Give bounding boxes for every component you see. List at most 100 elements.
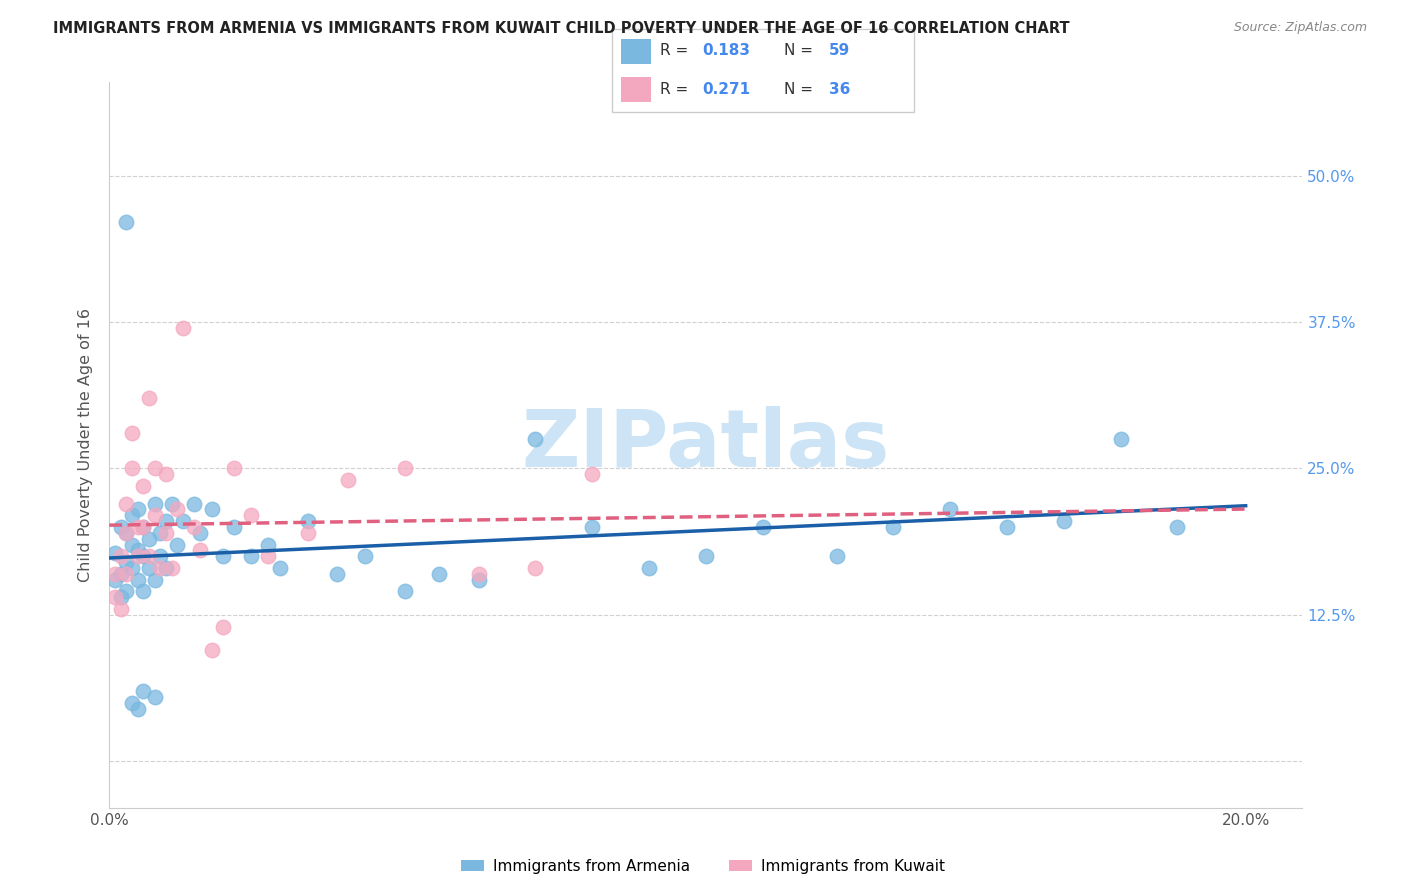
Point [394,461,416,475]
Text: R =: R = [659,44,693,58]
Point [297,525,319,540]
Point [132,684,155,698]
Point [200,502,222,516]
Point [166,502,188,516]
Point [104,591,127,605]
Point [467,573,489,587]
Point [127,701,149,715]
Point [138,391,160,405]
Point [149,525,172,540]
Point [127,549,149,564]
Point [127,502,149,516]
Point [121,537,143,551]
Point [138,549,160,564]
Point [427,566,450,581]
Point [224,520,246,534]
Point [104,546,127,560]
Point [115,555,138,569]
Point [188,525,211,540]
Point [132,584,155,599]
Point [143,573,166,587]
Point [127,573,149,587]
Point [257,537,280,551]
Point [183,497,205,511]
Point [132,520,155,534]
Point [995,520,1018,534]
Point [269,561,291,575]
FancyBboxPatch shape [620,77,651,102]
Point [695,549,717,564]
Point [200,643,222,657]
Point [394,584,416,599]
Point [115,215,138,229]
Point [149,549,172,564]
Point [524,432,547,446]
Point [115,584,138,599]
Point [143,508,166,523]
Point [110,566,132,581]
Point [172,321,194,335]
Point [939,502,962,516]
Point [325,566,347,581]
Text: IMMIGRANTS FROM ARMENIA VS IMMIGRANTS FROM KUWAIT CHILD POVERTY UNDER THE AGE OF: IMMIGRANTS FROM ARMENIA VS IMMIGRANTS FR… [53,21,1070,36]
Point [172,514,194,528]
Point [336,473,359,487]
Text: ZIPatlas: ZIPatlas [522,406,890,484]
Text: N =: N = [785,82,818,97]
Text: N =: N = [785,44,818,58]
Point [104,566,127,581]
Point [882,520,904,534]
Point [110,602,132,616]
Point [467,566,489,581]
Point [1053,514,1076,528]
Point [138,532,160,546]
Text: 36: 36 [830,82,851,97]
Point [132,549,155,564]
FancyBboxPatch shape [612,29,914,112]
Point [121,561,143,575]
Point [155,514,177,528]
Point [115,525,138,540]
Y-axis label: Child Poverty Under the Age of 16: Child Poverty Under the Age of 16 [79,308,93,582]
Point [155,525,177,540]
Point [121,426,143,441]
Point [127,520,149,534]
Point [121,461,143,475]
Point [212,619,235,633]
Point [183,520,205,534]
Text: 0.271: 0.271 [703,82,751,97]
Point [121,696,143,710]
Point [240,549,263,564]
Point [524,561,547,575]
Point [751,520,773,534]
Point [132,479,155,493]
Point [104,573,127,587]
Point [149,561,172,575]
Point [825,549,848,564]
Text: 59: 59 [830,44,851,58]
Legend: Immigrants from Armenia, Immigrants from Kuwait: Immigrants from Armenia, Immigrants from… [456,853,950,880]
Point [110,520,132,534]
Point [143,497,166,511]
Point [1109,432,1132,446]
Point [1166,520,1188,534]
Text: 0.183: 0.183 [703,44,751,58]
Text: R =: R = [659,82,693,97]
Point [160,561,183,575]
Point [581,467,603,482]
Text: Source: ZipAtlas.com: Source: ZipAtlas.com [1233,21,1367,34]
Point [127,543,149,558]
Point [638,561,661,575]
Point [240,508,263,523]
Point [110,549,132,564]
Point [132,520,155,534]
Point [143,690,166,704]
Point [155,561,177,575]
Point [212,549,235,564]
Point [155,467,177,482]
FancyBboxPatch shape [620,39,651,64]
Point [166,537,188,551]
Point [115,525,138,540]
Point [115,497,138,511]
Point [121,508,143,523]
